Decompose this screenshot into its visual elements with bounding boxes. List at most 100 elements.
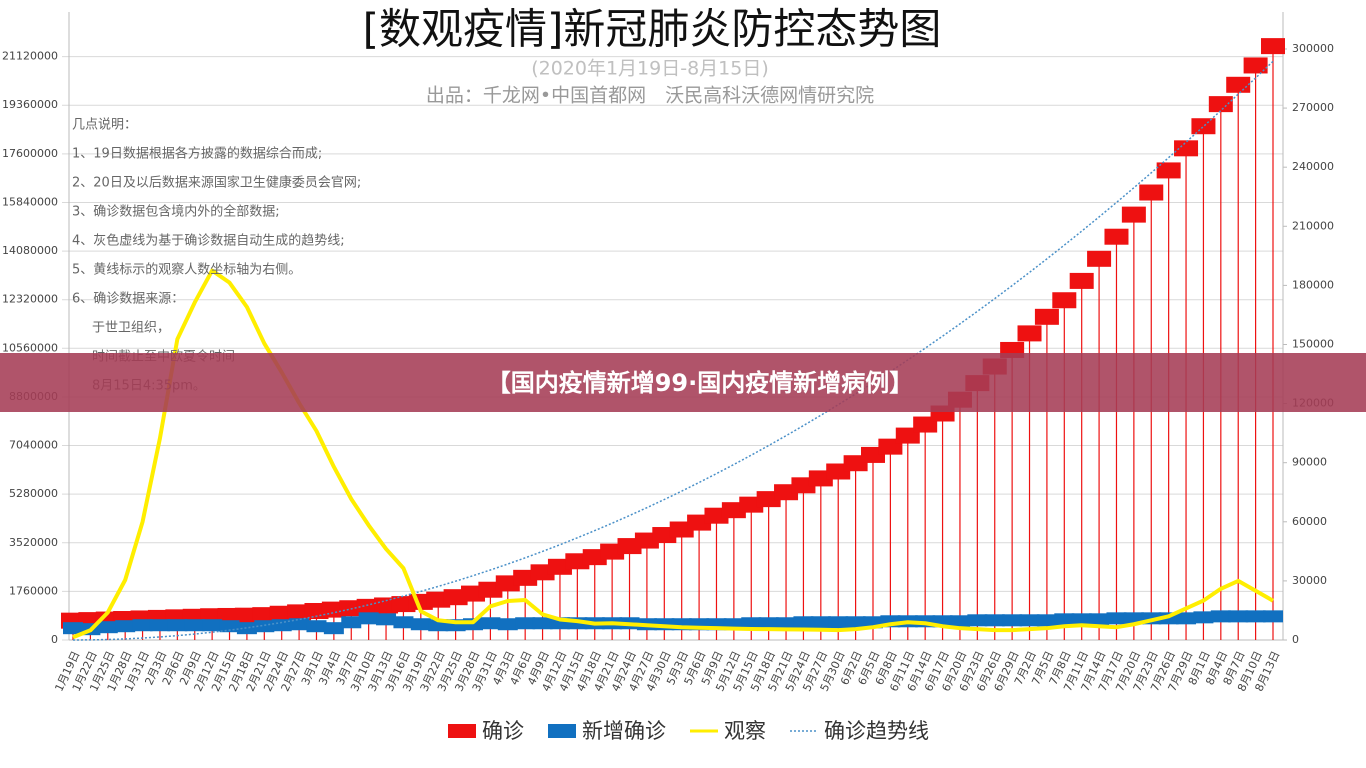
block (532, 617, 553, 630)
bar-cap (1121, 206, 1146, 223)
chart-source: 出品：千龙网•中国首都网 沃民高科沃德网情研究院 (426, 85, 874, 107)
block (358, 612, 379, 625)
block (984, 614, 1005, 627)
block (1089, 613, 1110, 626)
y-tick-label: 19360000 (2, 98, 58, 111)
block (845, 616, 866, 629)
block (306, 620, 327, 633)
legend-swatch (448, 724, 476, 738)
block (949, 615, 970, 628)
block (1193, 611, 1214, 624)
note-line: 几点说明： (72, 118, 137, 133)
y-tick-label: 1760000 (9, 584, 58, 597)
block (793, 616, 814, 629)
block (376, 613, 397, 626)
notes: 几点说明： 1、19日数据根据各方披露的数据综合而成; 2、20日及以后数据来源国家… (72, 118, 361, 394)
note-line: 5、黄线标示的观察人数坐标轴为右侧。 (72, 262, 301, 278)
y2-tick-label: 150000 (1292, 337, 1334, 350)
note-line: 于世卫组织， (92, 321, 170, 336)
y2-tick-label: 30000 (1292, 574, 1327, 587)
banner-bg (0, 353, 1366, 412)
y-tick-label: 12320000 (2, 293, 58, 306)
block (63, 622, 83, 635)
bar-cap (1174, 140, 1199, 157)
block (132, 619, 153, 632)
y2-tick-label: 0 (1292, 633, 1299, 646)
legend-label: 观察 (724, 719, 766, 743)
block (271, 619, 292, 632)
block (202, 619, 223, 632)
y-tick-label: 14080000 (2, 244, 58, 257)
bar-cap (1069, 272, 1094, 289)
bar-cap (1087, 250, 1112, 267)
trend-line (72, 60, 1274, 641)
legend-label: 新增确诊 (582, 719, 666, 743)
block (1228, 610, 1249, 623)
block (219, 620, 240, 633)
note-line: 2、20日及以后数据来源国家卫生健康委员会官网; (72, 175, 361, 191)
block (323, 622, 344, 635)
block (167, 619, 188, 632)
legend-label: 确诊 (482, 719, 524, 743)
chart-subtitle: (2020年1月19日-8月15日) (531, 58, 769, 80)
bar-cap (1139, 184, 1164, 201)
bar-cap (1226, 76, 1251, 93)
banner-text: 【国内疫情新增99·国内疫情新增病例】 (487, 369, 914, 397)
block (289, 618, 310, 631)
block (1176, 612, 1197, 625)
block (828, 616, 849, 629)
block (515, 617, 536, 630)
block (410, 618, 431, 631)
block (97, 621, 118, 634)
legend-label: 确诊趋势线 (824, 719, 929, 743)
block (149, 619, 170, 632)
legend-swatch (548, 724, 576, 738)
block (1019, 614, 1040, 627)
block (1210, 610, 1231, 623)
y2-tick-label: 240000 (1292, 160, 1334, 173)
note-line: 1、19日数据根据各方披露的数据综合而成; (72, 146, 322, 162)
block (497, 618, 518, 631)
y2-tick-label: 180000 (1292, 278, 1334, 291)
block (393, 616, 414, 629)
block (810, 616, 831, 629)
legend: 确诊 新增确诊 观察 确诊趋势线 (448, 719, 929, 743)
y-tick-label: 3520000 (9, 536, 58, 549)
block (341, 616, 362, 629)
block (967, 614, 988, 627)
y-tick-label: 5280000 (9, 487, 58, 500)
block (1263, 610, 1283, 623)
y-tick-label: 17600000 (2, 147, 58, 160)
block (236, 622, 257, 635)
y-tick-label: 0 (51, 633, 58, 646)
bar-cap (1156, 162, 1181, 179)
y2-tick-label: 270000 (1292, 101, 1334, 114)
block (1106, 612, 1127, 625)
y2-tick-label: 60000 (1292, 515, 1327, 528)
bar-cap (1243, 57, 1268, 74)
chart-title: [数观疫情]新冠肺炎防控态势图 (363, 5, 942, 54)
y-tick-label: 21120000 (2, 50, 58, 63)
block (254, 620, 275, 633)
bar-cap (1034, 308, 1059, 325)
note-line: 6、确诊数据来源： (72, 292, 184, 307)
y2-tick-label: 90000 (1292, 456, 1327, 469)
note-line: 4、灰色虚线为基于确诊数据自动生成的趋势线; (72, 233, 345, 249)
bar-cap (1104, 228, 1129, 245)
y-tick-label: 7040000 (9, 439, 58, 452)
bar-cap (1208, 96, 1233, 113)
block (480, 617, 501, 630)
block (1036, 614, 1057, 627)
y2-tick-label: 300000 (1292, 42, 1334, 55)
bar-cap (1261, 38, 1285, 55)
bar-cap (1191, 118, 1216, 135)
note-line: 3、确诊数据包含境内外的全部数据; (72, 204, 280, 220)
block (741, 617, 762, 630)
bar-cap (1017, 325, 1042, 342)
y-tick-label: 10560000 (2, 341, 58, 354)
block (184, 619, 205, 632)
y2-tick-label: 210000 (1292, 219, 1334, 232)
line (72, 268, 1274, 640)
